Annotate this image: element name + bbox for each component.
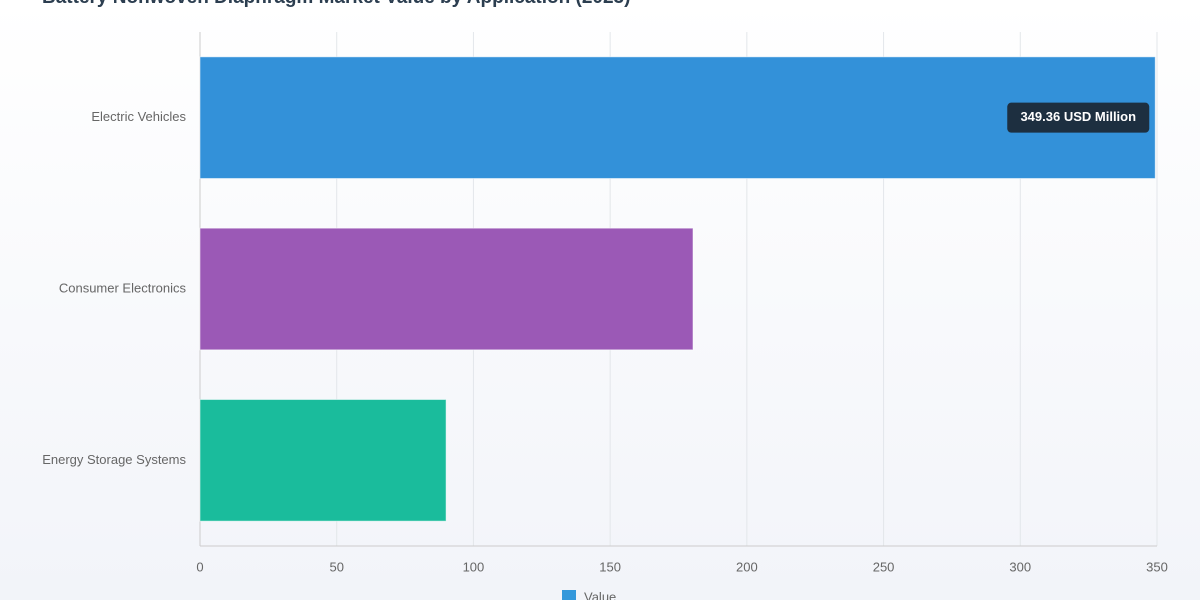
bar xyxy=(199,227,694,351)
bar xyxy=(199,399,447,522)
x-tick-label: 300 xyxy=(1009,559,1031,574)
x-tick-label: 200 xyxy=(736,559,758,574)
legend-swatch xyxy=(562,590,576,600)
x-tick-label: 350 xyxy=(1146,559,1168,574)
chart-title: Battery Nonwoven Diaphragm Market Value … xyxy=(42,0,630,8)
x-tick-label: 250 xyxy=(873,559,895,574)
x-tick-label: 150 xyxy=(599,559,621,574)
y-tick-label: Consumer Electronics xyxy=(59,280,187,295)
legend-label: Value xyxy=(584,589,616,600)
y-tick-label: Energy Storage Systems xyxy=(42,452,186,467)
x-tick-label: 0 xyxy=(196,559,203,574)
x-tick-label: 50 xyxy=(329,559,343,574)
x-tick-label: 100 xyxy=(463,559,485,574)
value-label: 349.36 USD Million xyxy=(1020,109,1136,124)
y-tick-label: Electric Vehicles xyxy=(91,109,186,124)
tooltip-box xyxy=(1007,102,1150,133)
bar xyxy=(199,56,1156,179)
